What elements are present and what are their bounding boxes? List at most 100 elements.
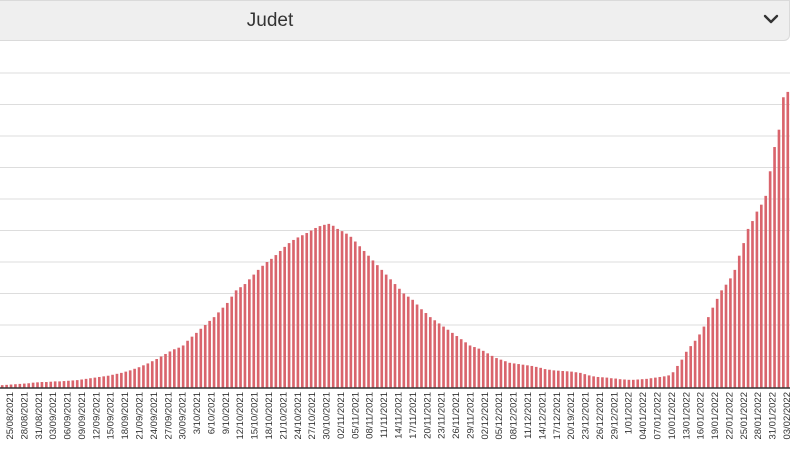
bar[interactable] [371, 260, 375, 388]
bar[interactable] [499, 359, 503, 388]
bar[interactable] [481, 350, 485, 388]
bar[interactable] [164, 353, 167, 388]
bar[interactable] [323, 224, 326, 388]
bar[interactable] [433, 320, 437, 388]
bar[interactable] [389, 279, 392, 388]
bar[interactable] [711, 307, 715, 388]
bar[interactable] [18, 383, 22, 388]
bar[interactable] [230, 296, 234, 388]
bar[interactable] [327, 223, 331, 388]
bar[interactable] [102, 376, 106, 388]
bar[interactable] [627, 379, 631, 388]
bar[interactable] [437, 323, 441, 388]
bar[interactable] [53, 381, 57, 388]
bar[interactable] [203, 325, 207, 388]
bar[interactable] [345, 233, 348, 388]
bar[interactable] [353, 241, 357, 388]
bar[interactable] [689, 346, 693, 388]
bar[interactable] [459, 339, 463, 388]
bar[interactable] [190, 336, 194, 388]
bar[interactable] [278, 250, 282, 388]
bar[interactable] [111, 374, 114, 388]
bar[interactable] [340, 231, 344, 388]
bar[interactable] [609, 378, 613, 388]
bar[interactable] [265, 262, 269, 388]
bar[interactable] [451, 332, 454, 388]
bar[interactable] [556, 370, 560, 388]
bar[interactable] [662, 376, 666, 388]
bar[interactable] [521, 364, 525, 388]
bar[interactable] [782, 97, 785, 388]
bar[interactable] [31, 382, 35, 388]
bar[interactable] [9, 384, 13, 388]
bar[interactable] [159, 356, 163, 389]
bar[interactable] [486, 353, 490, 388]
bar[interactable] [768, 171, 772, 388]
bar[interactable] [124, 371, 128, 388]
bar[interactable] [561, 370, 565, 388]
bar[interactable] [177, 347, 181, 388]
bar[interactable] [367, 255, 370, 388]
bar[interactable] [314, 227, 317, 388]
bar[interactable] [508, 362, 512, 388]
bar[interactable] [618, 379, 622, 388]
bar[interactable] [358, 246, 362, 388]
bar[interactable] [181, 345, 185, 388]
bar[interactable] [283, 246, 286, 388]
bar[interactable] [539, 367, 542, 388]
bar[interactable] [649, 378, 653, 388]
bar[interactable] [698, 334, 701, 388]
bar[interactable] [786, 91, 790, 389]
bar[interactable] [331, 225, 335, 388]
bar[interactable] [84, 378, 88, 388]
bar[interactable] [173, 349, 176, 388]
bar[interactable] [287, 243, 291, 388]
bar[interactable] [221, 307, 225, 388]
bar[interactable] [742, 243, 745, 388]
bar[interactable] [623, 379, 626, 388]
bar[interactable] [208, 320, 211, 388]
bar[interactable] [36, 382, 39, 388]
bar[interactable] [142, 365, 145, 388]
bar[interactable] [309, 230, 313, 389]
bar[interactable] [402, 293, 406, 389]
bar[interactable] [252, 274, 256, 388]
bar[interactable] [724, 284, 728, 388]
bar[interactable] [67, 380, 70, 388]
bar[interactable] [565, 371, 569, 388]
bar[interactable] [58, 381, 61, 388]
bar[interactable] [155, 359, 158, 388]
bar[interactable] [512, 363, 516, 388]
bar[interactable] [504, 361, 507, 388]
bar[interactable] [592, 376, 595, 388]
bar[interactable] [234, 290, 238, 388]
bar[interactable] [270, 258, 273, 388]
bar[interactable] [296, 237, 300, 388]
bar[interactable] [146, 363, 150, 388]
bar[interactable] [45, 382, 48, 388]
bar[interactable] [349, 236, 353, 388]
bar[interactable] [667, 375, 670, 388]
bar[interactable] [62, 381, 66, 388]
bar[interactable] [764, 195, 768, 388]
bar[interactable] [583, 374, 587, 388]
bar[interactable] [737, 255, 741, 388]
bar[interactable] [71, 380, 75, 388]
bar[interactable] [574, 372, 578, 388]
bar[interactable] [106, 375, 110, 388]
bar[interactable] [729, 278, 732, 388]
bar[interactable] [654, 377, 657, 388]
bar[interactable] [22, 383, 26, 388]
bar[interactable] [601, 377, 604, 388]
bar[interactable] [746, 228, 750, 388]
bar[interactable] [217, 312, 220, 388]
bar[interactable] [645, 378, 648, 388]
county-selector[interactable]: Judet [0, 0, 790, 41]
bar[interactable] [168, 351, 172, 388]
bar[interactable] [97, 376, 101, 388]
bar[interactable] [292, 239, 295, 388]
bar[interactable] [733, 269, 737, 388]
bar[interactable] [548, 369, 551, 388]
bar[interactable] [420, 309, 423, 388]
bar[interactable] [534, 366, 538, 388]
